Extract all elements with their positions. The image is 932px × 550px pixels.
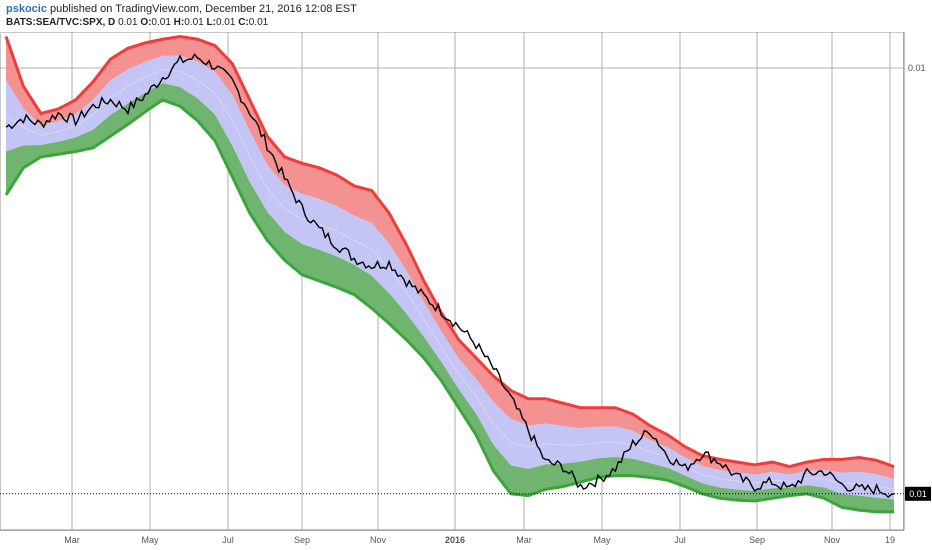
- x-tick-label: 2016: [445, 535, 465, 545]
- low-value: 0.01: [215, 17, 236, 28]
- author-link[interactable]: pskocic: [6, 3, 47, 15]
- chart-header: pskocic published on TradingView.com, De…: [6, 2, 357, 30]
- x-tick-label: Nov: [824, 535, 841, 545]
- x-tick-label: Jul: [222, 535, 234, 545]
- symbol-label: BATS:SEA/TVC:SPX, D: [6, 17, 116, 28]
- low-label: L:: [206, 17, 216, 28]
- publish-line: pskocic published on TradingView.com, De…: [6, 2, 357, 16]
- middle-band-fill: [6, 55, 894, 500]
- x-tick-label: May: [141, 535, 159, 545]
- close-label: C:: [238, 17, 249, 28]
- high-label: H:: [173, 17, 185, 28]
- x-tick-label: Mar: [516, 535, 532, 545]
- x-tick-label: Mar: [64, 535, 80, 545]
- high-value: 0.01: [184, 17, 204, 28]
- x-tick-label: Sep: [294, 535, 310, 545]
- bands: [4, 35, 895, 514]
- x-tick-label: 19: [885, 535, 895, 545]
- open-label: O:: [140, 17, 152, 28]
- price-line: [5, 53, 895, 499]
- axes: Mar May Jul Sep Nov 2016 Mar May Jul Sep Nov 19 0.01…: [64, 63, 931, 545]
- middle-band-line: [5, 69, 895, 490]
- price-line-group: [0, 53, 904, 499]
- publish-info: published on TradingView.com, December 2…: [50, 3, 357, 15]
- symbol-value: 0.01: [118, 17, 138, 28]
- x-tick-label: Nov: [370, 535, 387, 545]
- x-tick-label: Jul: [674, 535, 686, 545]
- y-tick-label: 0.01: [908, 63, 926, 73]
- close-value: 0.01: [248, 17, 269, 28]
- current-price-label: 0.01: [909, 489, 927, 499]
- lower-band-fill: [6, 83, 894, 512]
- x-tick-label: May: [593, 535, 611, 545]
- ohlc-line: BATS:SEA/TVC:SPX, D 0.01 O:0.01 H:0.01 L…: [6, 16, 357, 30]
- x-tick-label: Sep: [749, 535, 765, 545]
- lower-band-line: [4, 98, 894, 514]
- upper-band-line: [4, 35, 895, 469]
- current-price-tag: [905, 486, 931, 501]
- open-value: 0.01: [151, 17, 171, 28]
